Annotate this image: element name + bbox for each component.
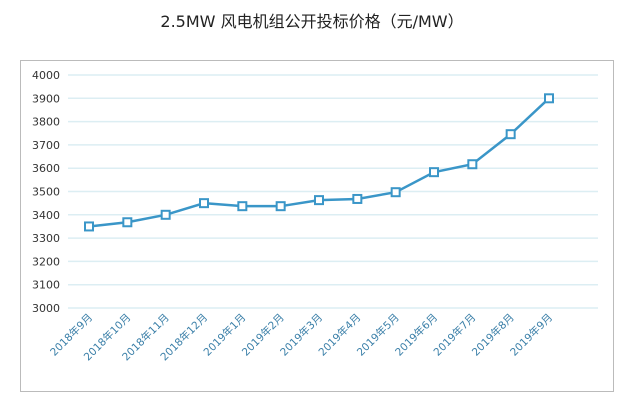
data-point-marker: [84, 221, 94, 232]
data-point-marker: [199, 198, 209, 209]
data-point-marker: [505, 129, 516, 140]
y-tick-label: 3100: [32, 279, 60, 292]
data-point-marker: [275, 201, 286, 212]
series-line: [88, 97, 550, 228]
data-point-marker: [122, 217, 133, 228]
y-tick-label: 3900: [32, 92, 60, 105]
y-tick-label: 3200: [32, 255, 60, 268]
y-tick-label: 3700: [32, 139, 60, 152]
data-point-marker: [160, 209, 171, 220]
y-tick-label: 3300: [32, 232, 60, 245]
y-tick-label: 3600: [32, 162, 60, 175]
data-point-marker: [237, 201, 248, 212]
chart-frame: [20, 60, 614, 392]
y-tick-label: 3000: [32, 302, 60, 315]
y-tick-label: 4000: [32, 69, 60, 82]
y-tick-label: 3800: [32, 116, 60, 129]
data-point-marker: [352, 193, 363, 204]
y-tick-label: 3500: [32, 186, 60, 199]
data-point-marker: [467, 159, 478, 170]
y-tick-label: 3400: [32, 209, 60, 222]
data-point-marker: [429, 167, 439, 178]
data-point-marker: [544, 93, 554, 104]
chart-title: 2.5MW 风电机组公开投标价格（元/MW）: [160, 12, 464, 31]
data-point-marker: [314, 195, 324, 206]
data-point-marker: [390, 187, 401, 198]
